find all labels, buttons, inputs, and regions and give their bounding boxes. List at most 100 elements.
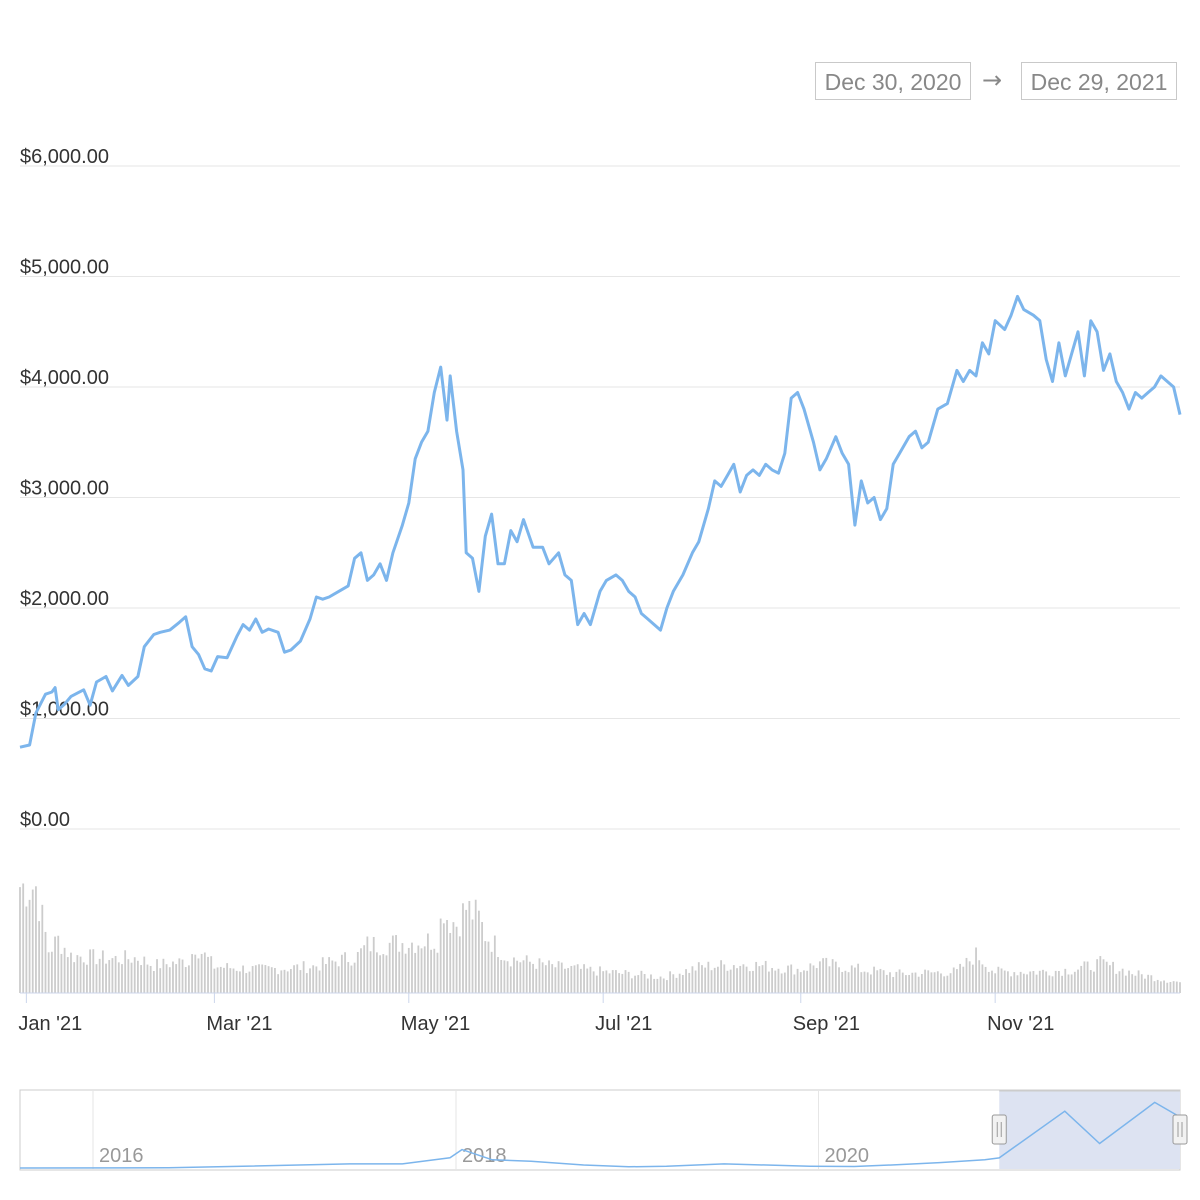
volume-bar: [532, 963, 534, 993]
volume-bar: [219, 966, 222, 993]
range-end-input[interactable]: Dec 29, 2021: [1021, 62, 1177, 100]
volume-bar: [889, 972, 891, 993]
volume-bar: [978, 960, 981, 993]
volume-bar: [25, 906, 28, 993]
volume-bar: [997, 966, 1000, 993]
volume-bar: [602, 971, 605, 993]
volume-bar: [748, 971, 751, 993]
volume-bar: [1051, 976, 1054, 993]
volume-bar: [860, 972, 863, 993]
volume-bar: [238, 971, 241, 993]
volume-bar: [701, 965, 703, 993]
volume-bar: [812, 965, 815, 993]
volume-bar: [369, 951, 372, 993]
volume-bar: [882, 970, 885, 993]
volume-bar: [688, 972, 691, 993]
volume-bar: [372, 936, 375, 993]
volume-bar: [704, 967, 707, 993]
volume-bar: [433, 948, 436, 993]
volume-bar: [360, 948, 362, 993]
volume-bar: [200, 953, 203, 993]
navigator-right-handle[interactable]: [1172, 1114, 1188, 1145]
volume-bar: [353, 962, 356, 993]
volume-bar: [1016, 975, 1019, 993]
volume-bar: [930, 972, 933, 993]
volume-bar: [487, 941, 490, 993]
range-arrow-icon: →: [982, 66, 1003, 94]
volume-bar: [235, 970, 238, 993]
volume-bar: [637, 975, 640, 993]
volume-bar: [436, 952, 439, 993]
volume-bar: [302, 961, 305, 993]
volume-bar: [417, 945, 420, 993]
volume-bar: [168, 967, 171, 993]
volume-bar: [344, 952, 346, 993]
volume-bar: [669, 971, 672, 993]
volume-bar: [908, 974, 911, 993]
volume-bar: [229, 968, 232, 993]
volume-bar: [1048, 975, 1051, 993]
volume-bar: [86, 964, 88, 993]
volume-bar: [1070, 974, 1073, 993]
volume-bar: [965, 957, 968, 993]
volume-bar: [283, 969, 286, 993]
volume-bar: [573, 965, 576, 993]
volume-bar: [133, 957, 136, 993]
volume-bar: [1150, 975, 1153, 993]
navigator-selection-mask[interactable]: [999, 1091, 1180, 1169]
volume-bar: [592, 971, 595, 993]
volume-bar: [146, 964, 149, 993]
volume-bar: [175, 964, 178, 993]
volume-bar: [570, 965, 573, 993]
volume-bar: [254, 965, 257, 993]
volume-bar: [857, 963, 860, 993]
volume-bar: [863, 971, 866, 993]
volume-bar: [207, 956, 209, 993]
volume-bar: [905, 975, 907, 993]
volume-bar: [815, 968, 818, 993]
volume-bar: [691, 966, 694, 993]
volume-bar: [149, 965, 152, 993]
volume-bar: [395, 935, 397, 993]
volume-bar: [1010, 976, 1012, 993]
range-start-input[interactable]: Dec 30, 2020: [815, 62, 971, 100]
volume-bar: [226, 963, 229, 993]
volume-bar: [627, 971, 630, 993]
volume-bar: [216, 967, 219, 993]
volume-bar: [994, 973, 997, 993]
volume-bar: [560, 962, 563, 993]
volume-bar: [516, 960, 519, 993]
volume-bar: [579, 968, 582, 993]
volume-bar: [31, 889, 34, 993]
volume-bar: [92, 949, 95, 993]
volume-bar: [777, 968, 780, 993]
volume-bar: [525, 955, 528, 993]
volume-bar: [790, 964, 793, 993]
volume-bar: [35, 886, 37, 993]
volume-bar: [203, 952, 206, 993]
volume-bar: [465, 909, 468, 993]
volume-bar: [277, 974, 280, 993]
volume-bar: [172, 961, 174, 993]
volume-bar: [576, 964, 579, 993]
volume-bar: [1159, 981, 1162, 993]
navigator[interactable]: 2016 2018 2020: [19, 1089, 1188, 1171]
volume-bar: [497, 957, 499, 993]
volume-bar: [933, 972, 936, 993]
volume-bar: [430, 949, 432, 993]
volume-bar: [630, 978, 633, 993]
navigator-left-handle[interactable]: [991, 1114, 1007, 1145]
volume-bar: [194, 954, 197, 993]
volume-bar: [659, 976, 662, 993]
volume-bar: [793, 974, 796, 993]
volume-bar: [866, 972, 869, 993]
volume-bar: [745, 966, 748, 993]
volume-bar: [1102, 959, 1105, 993]
y-tick-label: $0.00: [20, 809, 70, 831]
volume-bars: [19, 883, 1181, 993]
volume-bar: [991, 970, 993, 993]
volume-bar: [1032, 971, 1035, 993]
volume-bar: [656, 978, 659, 993]
volume-bar: [57, 935, 60, 993]
